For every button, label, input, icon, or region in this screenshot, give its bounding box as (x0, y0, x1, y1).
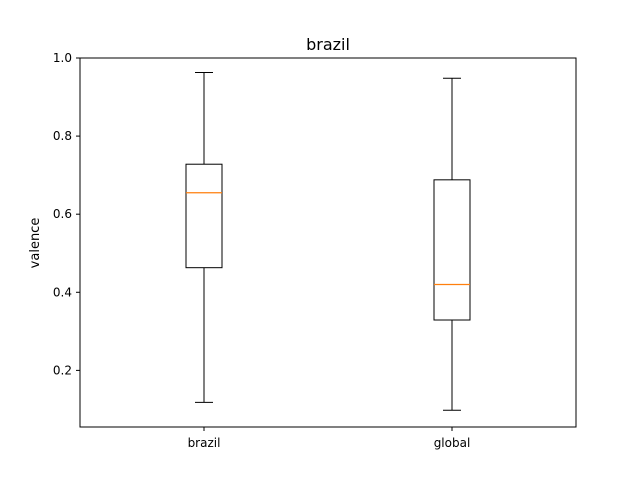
plot-area: 0.2 0.4 0.6 0.8 1.0 brazil global (53, 51, 471, 450)
y-tick-label: 0.2 (53, 363, 72, 377)
box-global (433, 179, 471, 321)
x-tick-label: brazil (188, 436, 221, 450)
y-tick-label: 1.0 (53, 51, 72, 65)
chart-title: brazil (306, 35, 350, 54)
y-axis-label: valence (28, 218, 43, 269)
y-tick-label: 0.8 (53, 129, 72, 143)
y-tick-label: 0.4 (53, 285, 72, 299)
box-brazil (185, 163, 223, 269)
x-tick-label: global (434, 436, 471, 450)
y-tick-label: 0.6 (53, 207, 72, 221)
plot-frame (79, 57, 577, 428)
